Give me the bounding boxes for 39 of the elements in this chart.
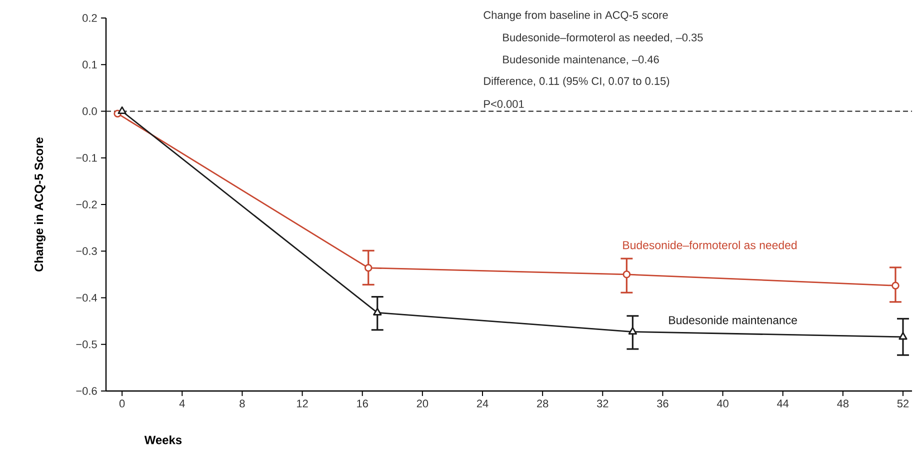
- y-axis-title: Change in ACQ-5 Score: [34, 137, 46, 272]
- x-tick-label: 4: [179, 400, 185, 408]
- x-tick-label: 44: [777, 400, 789, 408]
- annotation: Budesonide maintenance, –0.46: [503, 55, 659, 65]
- annotation: Change from baseline in ACQ-5 score: [484, 10, 668, 22]
- annotation: Budesonide–formoterol as needed, –0.35: [503, 33, 703, 43]
- point: [118, 106, 126, 114]
- y-tick-label: 0.2: [82, 14, 97, 22]
- point: [364, 264, 372, 272]
- point: [892, 282, 900, 290]
- x-tick-label: 40: [716, 400, 728, 408]
- x-tick-label: 0: [119, 400, 125, 408]
- series-label: Budesonide maintenance: [669, 316, 797, 324]
- y-tick-label: −0.5: [76, 340, 97, 348]
- y-tick-label: −0.3: [76, 247, 97, 255]
- y-tick-label: −0.1: [76, 154, 97, 162]
- x-tick-label: 48: [837, 400, 849, 408]
- y-tick-label: −0.2: [76, 200, 97, 208]
- x-tick-label: 12: [297, 400, 308, 408]
- x-tick-label: 8: [240, 400, 245, 408]
- y-tick-label: 0.0: [82, 107, 97, 116]
- y-tick-label: −0.4: [76, 294, 98, 302]
- x-tick-label: 52: [897, 400, 909, 408]
- point: [622, 270, 631, 278]
- x-tick-label: 36: [657, 400, 668, 408]
- annotation: P<0.001: [484, 100, 524, 108]
- x-tick-label: 24: [476, 400, 488, 408]
- point: [373, 308, 382, 316]
- series-label: Budesonide–formoterol as needed: [623, 240, 797, 250]
- x-tick-label: 32: [596, 400, 608, 408]
- point: [628, 326, 638, 335]
- x-tick-label: 20: [416, 400, 428, 408]
- y-tick-label: −0.6: [76, 387, 97, 395]
- x-tick-label: 28: [537, 400, 548, 408]
- x-tick-label: 16: [357, 400, 368, 408]
- point: [898, 332, 908, 340]
- y-tick-label: 0.1: [82, 60, 97, 68]
- x-axis-title: Weeks: [144, 435, 182, 444]
- annotation: Difference, 0.11 (95% CI, 0.07 to 0.15): [484, 76, 670, 88]
